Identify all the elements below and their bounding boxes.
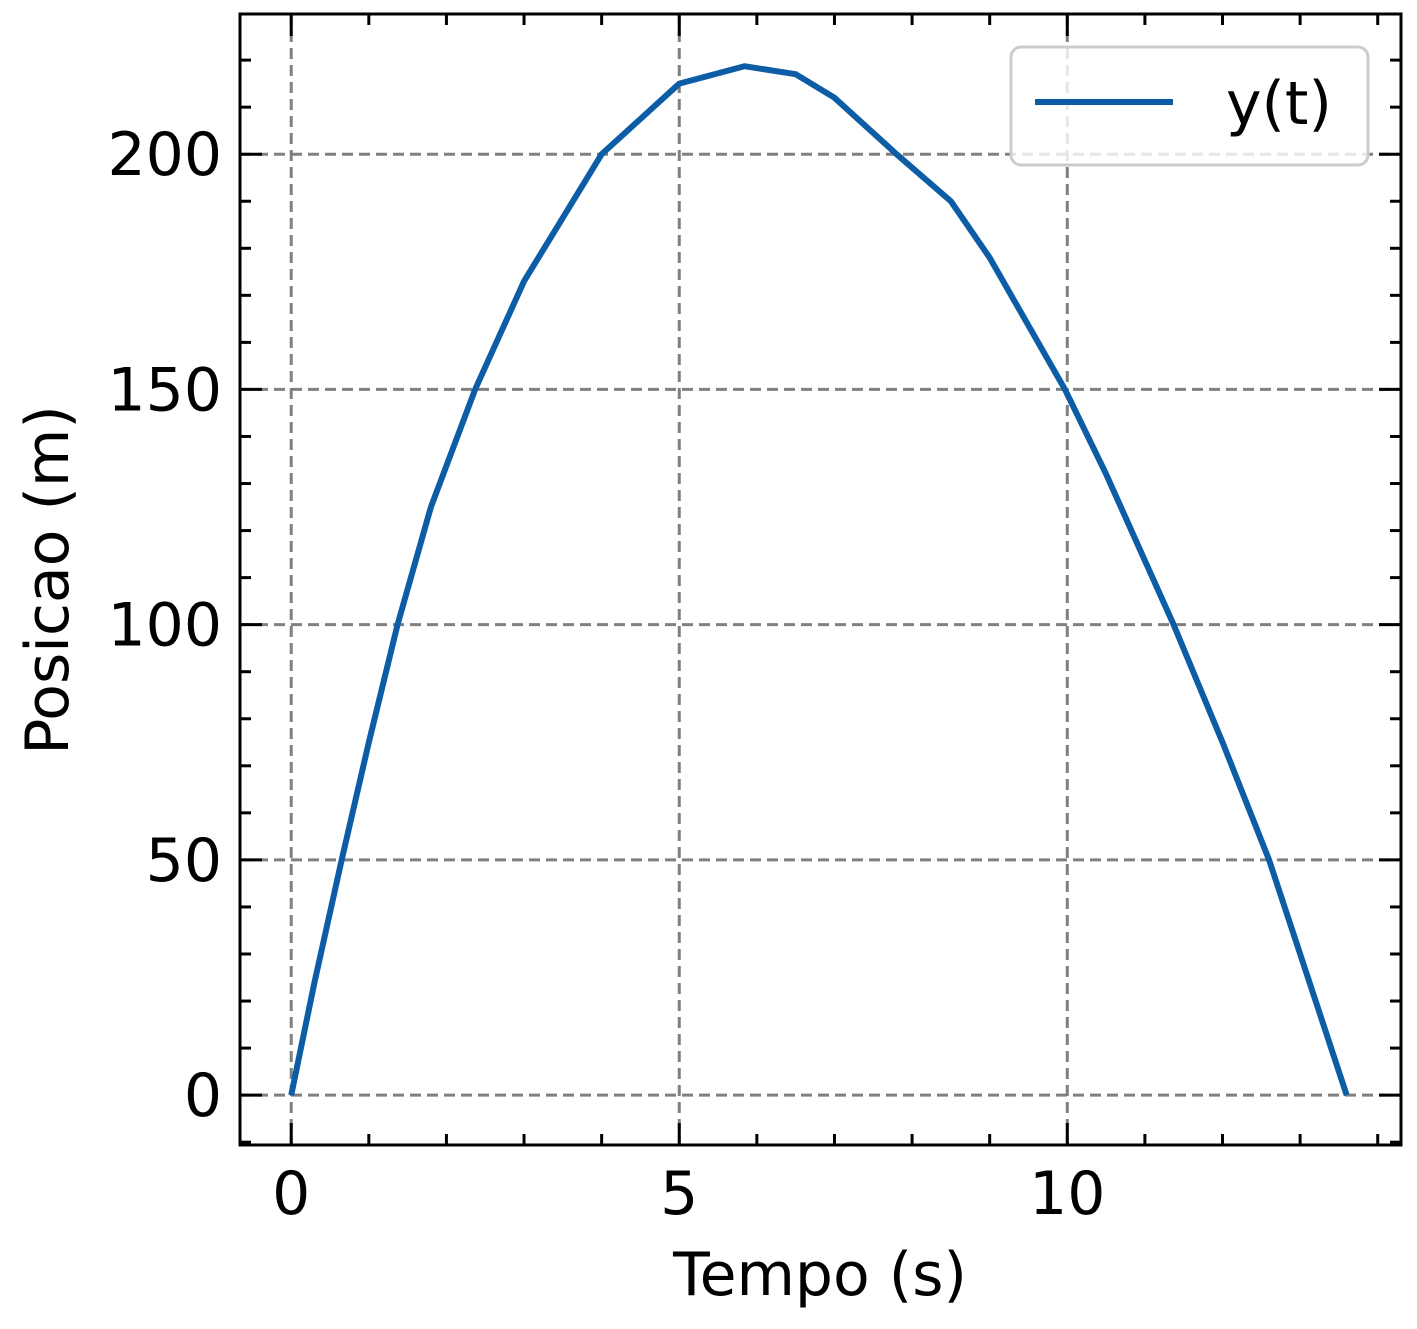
legend-label: y(t) xyxy=(1226,69,1332,139)
x-tick-label: 10 xyxy=(1029,1159,1105,1229)
y-tick-label: 0 xyxy=(184,1061,222,1131)
x-tick-label: 0 xyxy=(272,1159,310,1229)
y-tick-label: 150 xyxy=(107,355,222,425)
x-tick-label: 5 xyxy=(660,1159,698,1229)
x-axis-label: Tempo (s) xyxy=(672,1240,967,1310)
line xyxy=(288,63,1350,1097)
y-axis-label: Posicao (m) xyxy=(13,405,83,754)
plot-frame xyxy=(238,12,1403,1147)
y-tick-label: 100 xyxy=(107,591,222,661)
y-tick-label: 200 xyxy=(107,120,222,190)
y-tick-label: 50 xyxy=(146,826,222,896)
legend-box xyxy=(1009,45,1370,167)
